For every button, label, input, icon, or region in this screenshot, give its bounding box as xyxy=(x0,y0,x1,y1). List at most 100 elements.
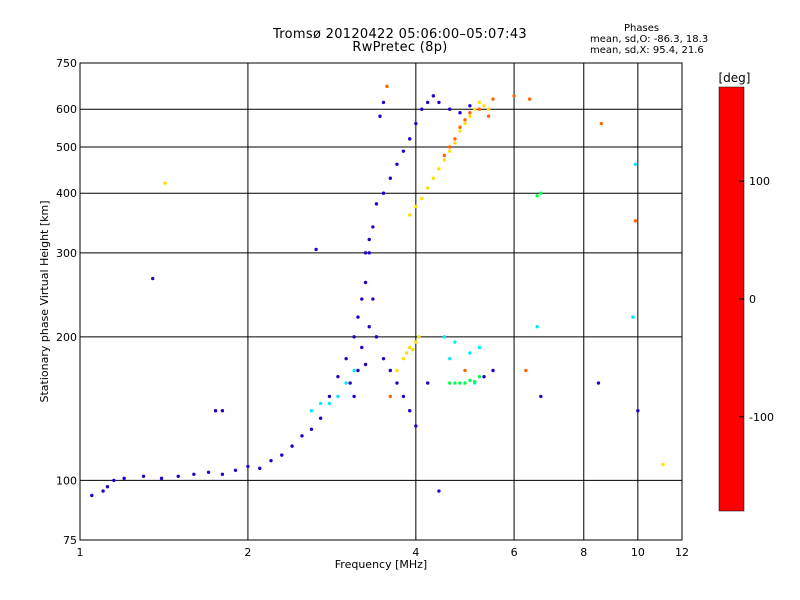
data-point xyxy=(327,401,332,406)
y-tick-label: 100 xyxy=(56,474,77,487)
data-point xyxy=(425,381,430,385)
data-point xyxy=(367,237,371,242)
data-point xyxy=(458,111,462,115)
data-point xyxy=(491,368,495,373)
y-tick-label: 500 xyxy=(56,141,77,154)
data-point xyxy=(112,478,116,483)
data-point xyxy=(352,394,356,399)
colorbar-tick-label: 0 xyxy=(749,293,756,306)
data-point xyxy=(437,167,441,171)
data-point xyxy=(300,434,304,438)
data-point xyxy=(233,468,238,472)
data-point xyxy=(206,470,211,474)
y-tick-label: 300 xyxy=(56,247,77,260)
data-point xyxy=(539,191,543,195)
data-point xyxy=(159,476,164,481)
data-point xyxy=(631,315,635,319)
data-point xyxy=(408,409,412,413)
data-point xyxy=(367,325,371,329)
data-point xyxy=(348,381,352,385)
data-point xyxy=(269,458,273,463)
data-point xyxy=(381,191,386,195)
grid xyxy=(79,62,683,541)
data-point xyxy=(512,94,516,98)
data-point xyxy=(468,378,472,383)
data-point xyxy=(290,444,294,448)
data-point xyxy=(395,162,399,166)
data-point xyxy=(633,219,638,223)
data-point xyxy=(360,297,364,301)
phases-stat-o: mean, sd,O: -86.3, 18.3 xyxy=(590,34,709,45)
data-point xyxy=(363,280,368,285)
data-point xyxy=(356,315,360,319)
data-point xyxy=(599,121,603,126)
data-point xyxy=(431,94,436,98)
data-point xyxy=(363,362,368,367)
data-point xyxy=(101,489,105,493)
data-point xyxy=(381,356,386,361)
data-point xyxy=(336,394,340,399)
data-point xyxy=(344,381,348,385)
plot-frame xyxy=(79,62,683,541)
data-point xyxy=(468,104,472,108)
y-axis-label: Stationary phase Virtual Height [km] xyxy=(38,200,51,402)
data-point xyxy=(408,213,412,217)
x-tick-label: 10 xyxy=(631,546,645,559)
data-point xyxy=(535,325,539,329)
data-point xyxy=(596,381,601,385)
data-point xyxy=(458,125,462,129)
data-point xyxy=(385,84,389,89)
data-point xyxy=(220,409,225,413)
data-point xyxy=(417,335,421,339)
colorbar: [deg] 100 0 -100 xyxy=(719,71,774,512)
data-point xyxy=(122,476,126,481)
data-point xyxy=(401,394,406,399)
data-point xyxy=(401,149,406,153)
data-point xyxy=(539,394,543,399)
data-point xyxy=(192,472,196,476)
data-point xyxy=(463,118,467,122)
data-point xyxy=(374,202,379,206)
data-point xyxy=(425,186,430,190)
data-point xyxy=(468,111,472,115)
data-point xyxy=(437,100,441,105)
data-point xyxy=(414,204,418,209)
data-point xyxy=(442,158,447,162)
data-point xyxy=(477,374,482,379)
y-tick-label: 75 xyxy=(63,534,77,547)
x-tick-label: 1 xyxy=(77,546,84,559)
x-tick-label: 4 xyxy=(412,546,419,559)
data-point xyxy=(477,345,482,350)
data-point xyxy=(220,472,225,476)
data-point xyxy=(524,368,528,373)
data-point xyxy=(388,176,393,180)
data-point xyxy=(213,409,218,413)
y-tick-label: 600 xyxy=(56,103,77,116)
data-point xyxy=(309,409,314,413)
data-point xyxy=(381,100,386,105)
data-point xyxy=(378,114,382,118)
data-point xyxy=(486,107,491,111)
data-point xyxy=(473,107,477,111)
colorbar-tick-label: 100 xyxy=(749,175,770,188)
y-axis: 75 100 200 300 400 500 600 750 xyxy=(56,57,77,547)
x-tick-label: 12 xyxy=(675,546,689,559)
data-point xyxy=(431,176,436,180)
data-point xyxy=(344,356,348,361)
data-point xyxy=(448,356,452,361)
data-point xyxy=(528,97,532,101)
x-axis-label: Frequency [MHz] xyxy=(335,558,427,571)
data-point xyxy=(453,381,457,385)
data-point xyxy=(309,427,314,431)
x-tick-label: 8 xyxy=(580,546,587,559)
data-point xyxy=(411,347,415,352)
data-point xyxy=(482,374,486,379)
data-point xyxy=(151,276,155,281)
data-point xyxy=(404,351,409,355)
data-point xyxy=(360,345,364,350)
data-point xyxy=(477,100,482,105)
data-point xyxy=(163,181,167,185)
data-point xyxy=(280,453,284,457)
data-point xyxy=(463,381,467,385)
data-point xyxy=(388,368,393,373)
